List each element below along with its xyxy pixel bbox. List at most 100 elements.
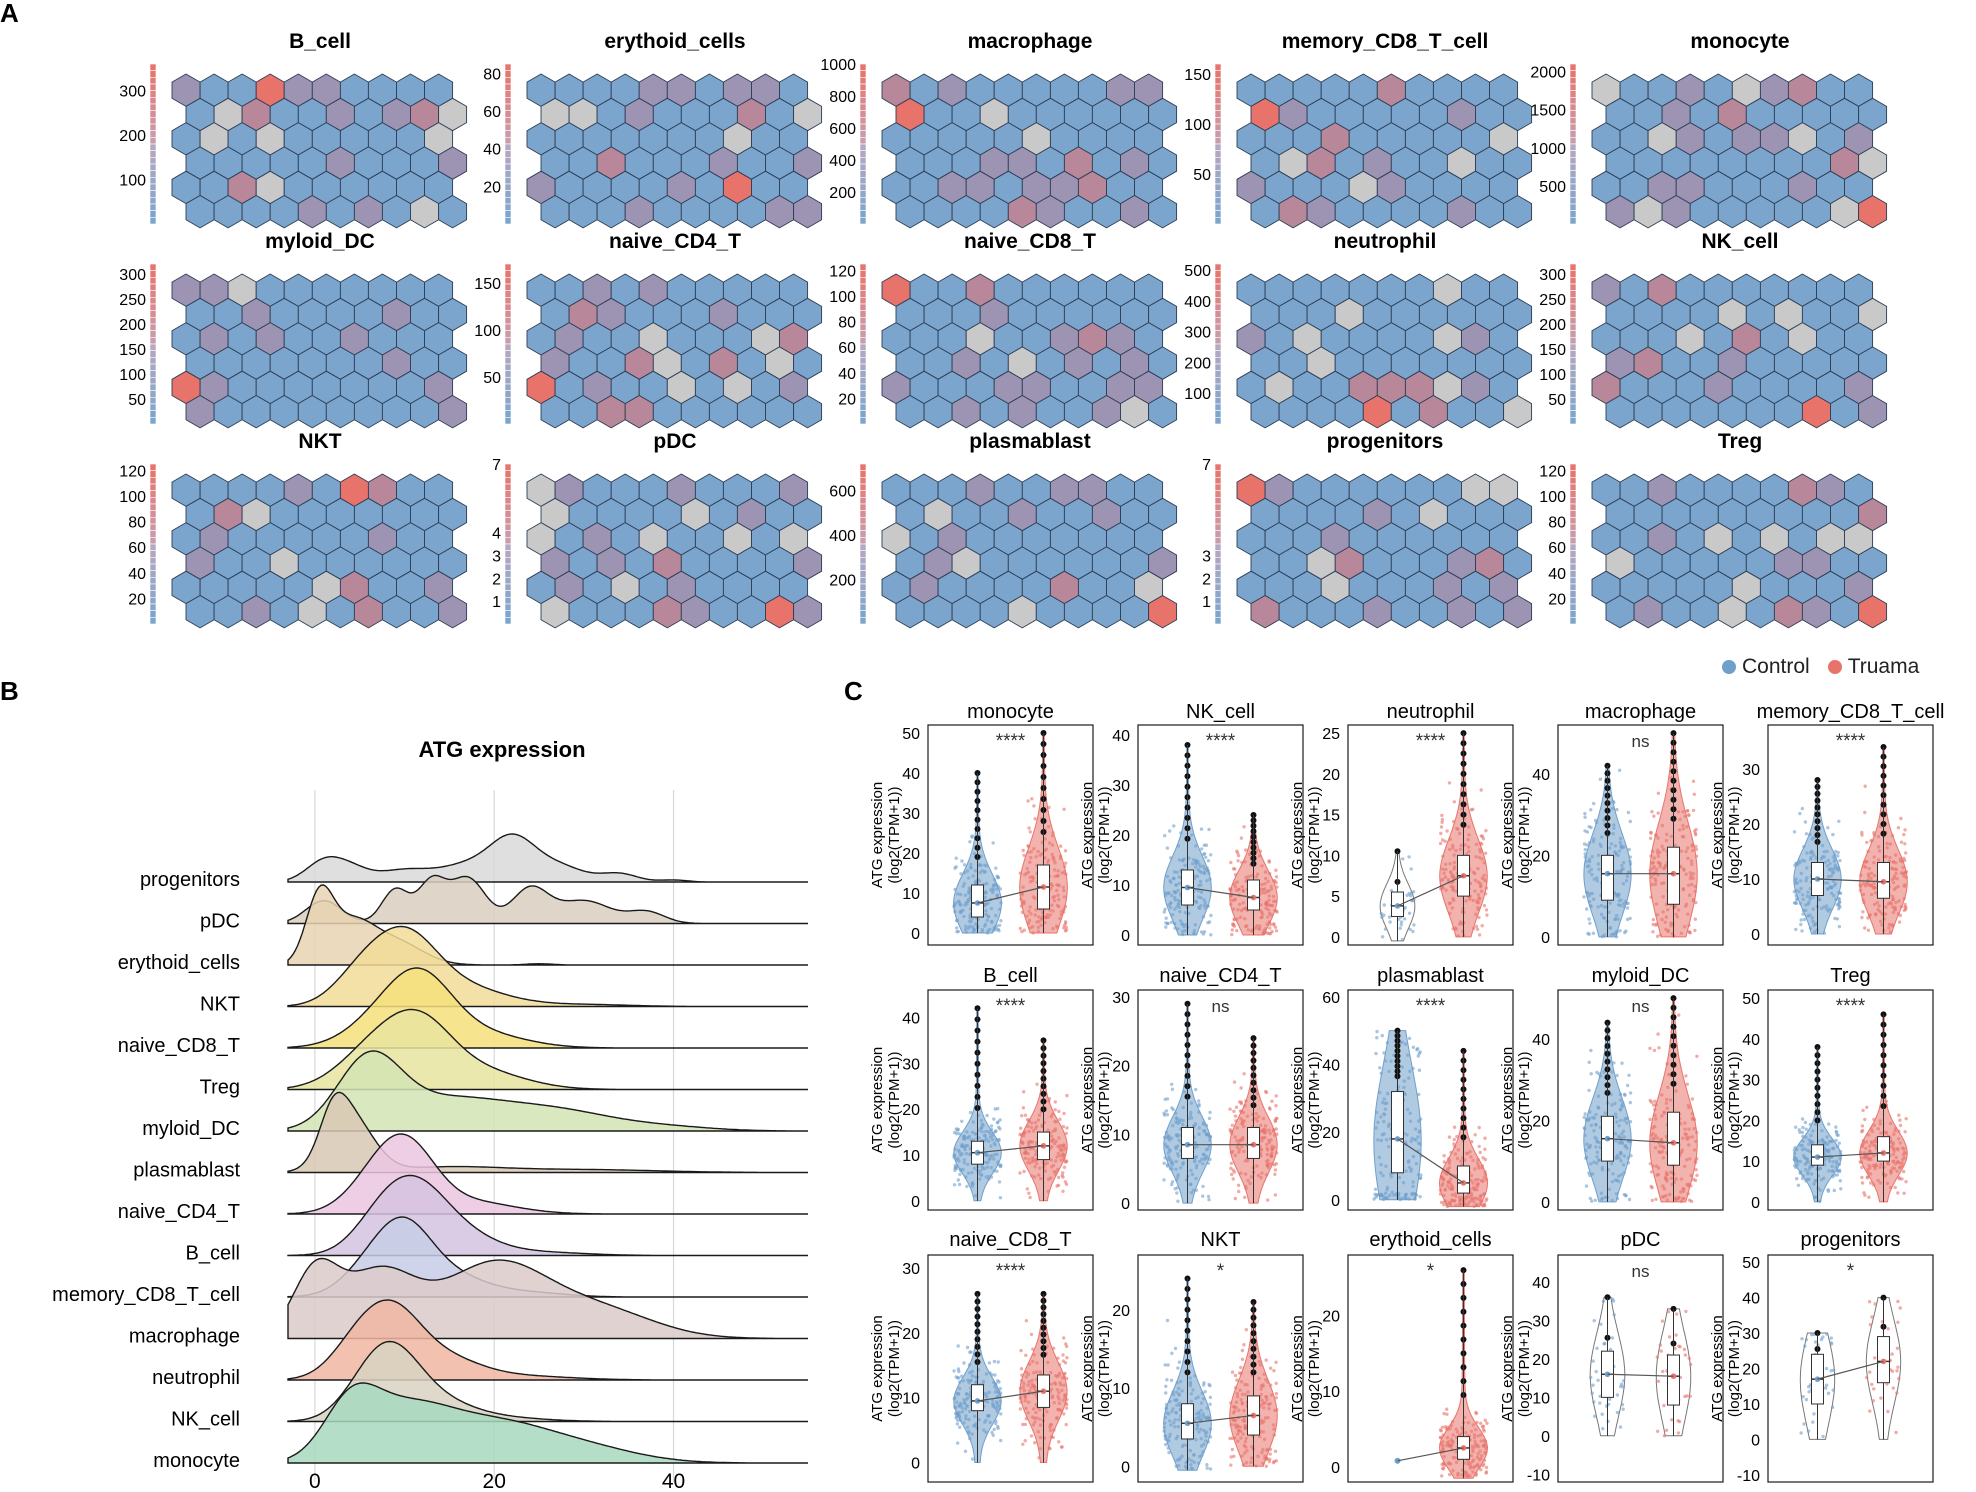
violin-point [1674, 1177, 1678, 1181]
violin-point [1044, 915, 1048, 920]
violin-point [1648, 1162, 1653, 1166]
colorbar-segment [1214, 190, 1222, 198]
som-title: erythoid_cells [604, 30, 745, 53]
violin-point [1059, 844, 1063, 848]
violin-y-label: ATG expression [1499, 1047, 1516, 1153]
violin-point [997, 1138, 1001, 1143]
violin-point [1893, 1185, 1897, 1190]
violin-point [1686, 912, 1690, 916]
violin-point [1233, 1135, 1237, 1139]
violin-point [1693, 884, 1697, 889]
violin-y-tick: 10 [1742, 872, 1760, 889]
violin-point [1173, 898, 1177, 902]
colorbar-segment [504, 217, 512, 225]
colorbar-segment [859, 197, 867, 205]
violin-y-tick: 0 [1121, 928, 1130, 945]
colorbar-tick: 120 [1539, 463, 1566, 480]
violin-point [1038, 1166, 1042, 1170]
violin-point [1596, 853, 1601, 857]
violin-point [991, 890, 995, 895]
violin-point [1471, 870, 1476, 874]
violin-point [1189, 1191, 1194, 1195]
violin-point [1407, 1159, 1411, 1163]
violin-point [1273, 1168, 1278, 1172]
violin-point [1611, 832, 1615, 836]
colorbar-segment [504, 103, 512, 111]
colorbar-segment [1214, 530, 1222, 538]
violin-point [1235, 1145, 1240, 1149]
violin-point [978, 1169, 982, 1173]
colorbar-segment [859, 190, 867, 198]
violin-point [1023, 1130, 1027, 1134]
violin-point [985, 918, 989, 922]
violin-point [1890, 834, 1895, 838]
colorbar-segment [859, 217, 867, 225]
violin-point [1648, 836, 1653, 840]
violin-point [1686, 1103, 1691, 1108]
colorbar-segment [1569, 537, 1577, 545]
violin-point [1625, 874, 1630, 879]
violin-y-tick: 20 [1742, 817, 1760, 834]
violin-point [1241, 1135, 1245, 1140]
violin-point [1250, 929, 1254, 933]
violin-point [1676, 810, 1681, 814]
violin-point [1675, 1197, 1679, 1201]
violin-point [1230, 1149, 1235, 1154]
violin-point [1451, 897, 1455, 901]
violin-point [1478, 881, 1483, 886]
violin-point [1615, 807, 1619, 812]
violin-point [1482, 873, 1486, 878]
violin-point [1664, 1101, 1669, 1105]
violin-point [1799, 886, 1803, 891]
violin-point [980, 930, 984, 934]
colorbar-segment [504, 610, 512, 618]
significance-label: ns [1212, 997, 1230, 1016]
violin-point [974, 1194, 978, 1198]
colorbar-segment [859, 210, 867, 218]
violin-point [1692, 792, 1697, 796]
colorbar-segment [149, 197, 157, 205]
colorbar-segment [504, 523, 512, 531]
violin-point [1589, 1072, 1593, 1076]
violin-point [1622, 905, 1627, 909]
violin-point [955, 926, 959, 930]
colorbar-tick: 1500 [1530, 103, 1566, 120]
colorbar-tick: 3 [1202, 548, 1211, 565]
colorbar-segment [1569, 403, 1577, 411]
violin-point [1803, 820, 1808, 824]
violin-point [1454, 1194, 1458, 1199]
violin-point [1893, 1129, 1897, 1133]
violin-point [1861, 892, 1866, 897]
violin-point [1062, 1153, 1066, 1157]
violin-point [1025, 1187, 1030, 1191]
colorbar-segment [1569, 97, 1577, 105]
colorbar-segment [1569, 323, 1577, 331]
colorbar-segment [859, 463, 867, 471]
violin-point [1837, 819, 1841, 823]
som-hexagon [793, 194, 823, 229]
colorbar-segment [1569, 117, 1577, 125]
colorbar-segment [149, 497, 157, 505]
violin-y-tick: 50 [902, 726, 920, 743]
violin-point [1385, 1101, 1389, 1105]
violin-point [1019, 904, 1024, 908]
violin-point [1806, 914, 1810, 918]
violin-point [973, 869, 977, 873]
colorbar-segment [1569, 157, 1577, 165]
colorbar-segment [859, 483, 867, 491]
violin-point [1254, 926, 1258, 930]
colorbar-segment [504, 510, 512, 518]
violin-point [1803, 1120, 1808, 1125]
colorbar-segment [1214, 363, 1222, 371]
violin-point [1872, 902, 1877, 907]
violin-point [1822, 905, 1826, 909]
violin-point [1062, 888, 1066, 893]
violin-y-label: ATG expression [1289, 1047, 1306, 1153]
violin-point [1173, 891, 1177, 895]
colorbar-segment [504, 130, 512, 138]
violin-point [1477, 855, 1482, 860]
violin-point [1866, 916, 1870, 920]
violin-point [1876, 908, 1880, 912]
